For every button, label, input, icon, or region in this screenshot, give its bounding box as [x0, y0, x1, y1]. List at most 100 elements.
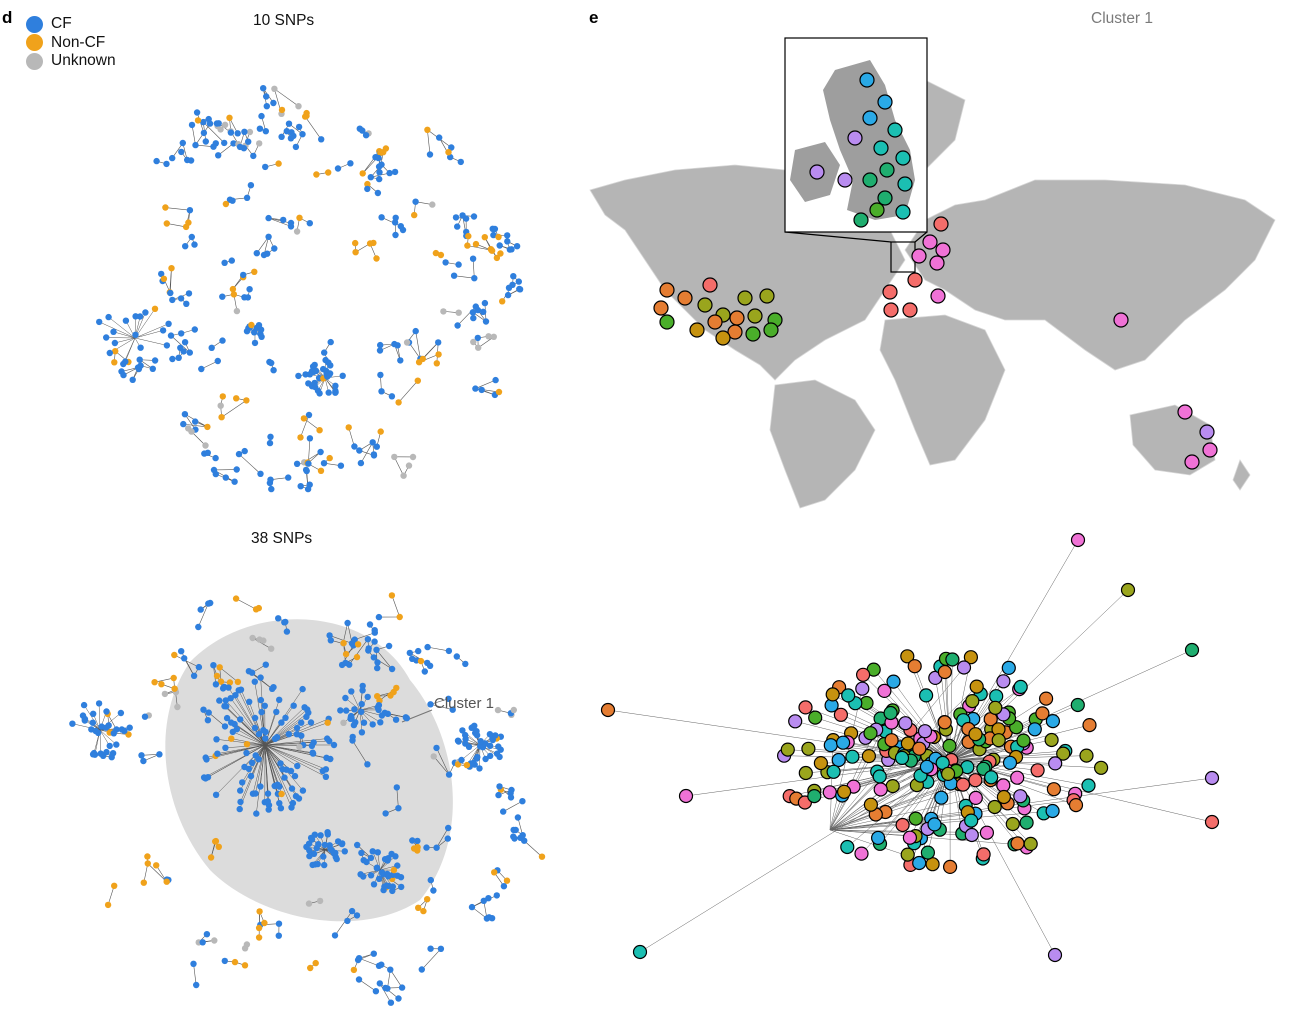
cluster-node — [838, 785, 851, 798]
network-node — [505, 292, 511, 298]
network-node — [237, 787, 243, 793]
network-node — [171, 686, 177, 692]
network-node — [241, 764, 247, 770]
map-site-marker — [838, 173, 852, 187]
network-node — [458, 159, 464, 165]
network-node — [390, 689, 396, 695]
network-node — [288, 135, 294, 141]
network-node — [492, 226, 498, 232]
network-node — [374, 659, 380, 665]
cluster-node — [1046, 715, 1059, 728]
network-node — [488, 247, 494, 253]
map-site-marker — [1203, 443, 1217, 457]
network-node — [373, 988, 379, 994]
network-node — [377, 719, 383, 725]
network-node — [415, 378, 421, 384]
cluster-node — [1046, 805, 1059, 818]
network-node — [354, 912, 360, 918]
network-node — [107, 743, 113, 749]
map-site-marker — [863, 111, 877, 125]
cluster-node — [989, 701, 1002, 714]
network-node — [482, 300, 488, 306]
network-node — [424, 127, 430, 133]
network-node — [136, 366, 142, 372]
network-node — [393, 717, 399, 723]
network-edge — [399, 381, 418, 403]
network-node — [205, 600, 211, 606]
network-node — [377, 980, 383, 986]
cluster-node — [1206, 772, 1219, 785]
network-node — [248, 182, 254, 188]
network-node — [391, 454, 397, 460]
network-node — [192, 142, 198, 148]
network-node — [395, 399, 401, 405]
network-node — [352, 249, 358, 255]
cluster-node — [920, 689, 933, 702]
network-node — [359, 687, 365, 693]
network-node — [482, 234, 488, 240]
network-node — [309, 862, 315, 868]
network-node — [169, 155, 175, 161]
network-node — [471, 275, 477, 281]
map-site-marker — [703, 278, 717, 292]
map-title-cluster-1: Cluster 1 — [1091, 10, 1153, 28]
cluster-node — [980, 826, 993, 839]
network-node — [438, 946, 444, 952]
network-node — [190, 961, 196, 967]
cluster-node — [1011, 771, 1024, 784]
network-node — [309, 368, 315, 374]
network-node — [373, 647, 379, 653]
network-node — [445, 825, 451, 831]
network-node — [192, 418, 198, 424]
network-node — [373, 255, 379, 261]
network-node — [394, 784, 400, 790]
network-node — [307, 965, 313, 971]
network-node — [433, 845, 439, 851]
network-node — [266, 806, 272, 812]
network-node — [305, 486, 311, 492]
network-node — [416, 359, 422, 365]
map-site-marker — [931, 289, 945, 303]
cluster-node — [913, 857, 926, 870]
network-node — [193, 982, 199, 988]
cluster-node — [1014, 790, 1027, 803]
cluster-node — [1006, 818, 1019, 831]
network-node — [456, 310, 462, 316]
network-node — [243, 397, 249, 403]
network-node — [399, 984, 405, 990]
cluster-node — [1002, 661, 1015, 674]
network-node — [203, 138, 209, 144]
network-node — [415, 905, 421, 911]
map-site-marker — [896, 205, 910, 219]
network-node — [231, 291, 237, 297]
network-node — [508, 787, 514, 793]
network-node — [360, 170, 366, 176]
network-node — [455, 261, 461, 267]
network-node — [504, 878, 510, 884]
map-site-marker — [880, 163, 894, 177]
network-node — [251, 269, 257, 275]
network-node — [323, 774, 329, 780]
network-node — [487, 731, 493, 737]
network-node — [93, 728, 99, 734]
map-site-marker — [654, 301, 668, 315]
network-edge — [222, 400, 247, 417]
network-node — [301, 415, 307, 421]
cluster-node — [919, 725, 932, 738]
network-node — [404, 339, 410, 345]
network-node — [212, 838, 218, 844]
network-node — [265, 234, 271, 240]
network-node — [275, 160, 281, 166]
cluster-node — [966, 695, 979, 708]
network-node — [413, 328, 419, 334]
network-node — [222, 958, 228, 964]
network-node — [260, 85, 266, 91]
network-node — [459, 212, 465, 218]
network-node — [250, 153, 256, 159]
network-node — [376, 876, 382, 882]
network-node — [343, 707, 349, 713]
network-node — [309, 836, 315, 842]
map-site-marker — [934, 217, 948, 231]
network-node — [111, 359, 117, 365]
network-node — [241, 129, 247, 135]
